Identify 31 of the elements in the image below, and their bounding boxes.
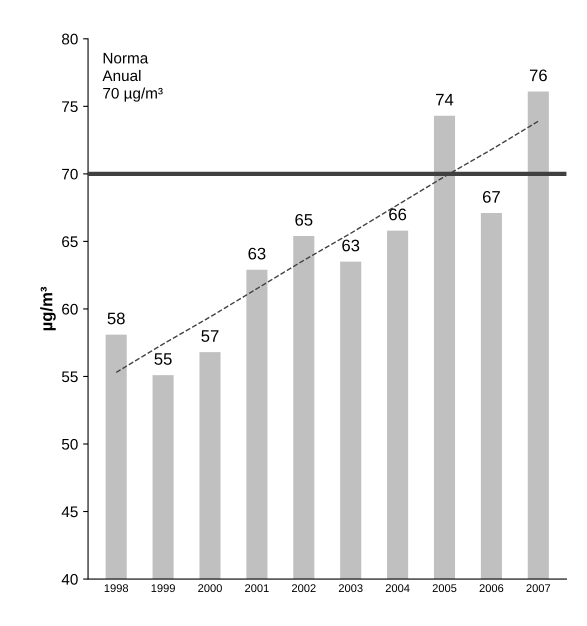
- data-label: 74: [436, 94, 454, 106]
- data-label: 76: [530, 69, 547, 82]
- x-tick-label: 2005: [432, 584, 456, 592]
- y-tick-label: 75: [62, 101, 78, 112]
- y-tick-label: 40: [62, 574, 78, 585]
- data-label: 66: [389, 208, 406, 220]
- data-label: 57: [201, 330, 218, 342]
- y-tick-label: 55: [62, 371, 78, 382]
- y-axis-title: µg/m³: [40, 286, 56, 330]
- y-tick-label: 60: [62, 304, 78, 315]
- y-tick-label: 80: [62, 34, 78, 44]
- x-tick-label: 2007: [526, 584, 550, 592]
- data-label: 67: [482, 191, 500, 203]
- y-tick-label: 50: [62, 438, 78, 450]
- data-label: 63: [248, 248, 266, 260]
- x-tick-label: 2003: [338, 584, 363, 592]
- data-label: 55: [154, 353, 172, 365]
- data-label: 65: [295, 214, 312, 226]
- x-tick-label: 2004: [386, 584, 410, 592]
- annotation: Norma Anual 70 µg/m³: [102, 52, 163, 102]
- y-tick-label: 45: [62, 506, 78, 518]
- y-tick-label: 70: [62, 168, 78, 180]
- x-tick-label: 2002: [292, 584, 316, 592]
- x-tick-label: 1998: [104, 584, 128, 592]
- x-tick-label: 2001: [245, 584, 269, 592]
- x-tick-label: 1999: [152, 584, 175, 592]
- x-tick-label: 2006: [480, 584, 504, 592]
- x-tick-label: 2000: [198, 584, 222, 592]
- data-label: 63: [342, 240, 360, 252]
- data-label: 58: [108, 312, 125, 324]
- y-tick-label: 65: [62, 236, 78, 248]
